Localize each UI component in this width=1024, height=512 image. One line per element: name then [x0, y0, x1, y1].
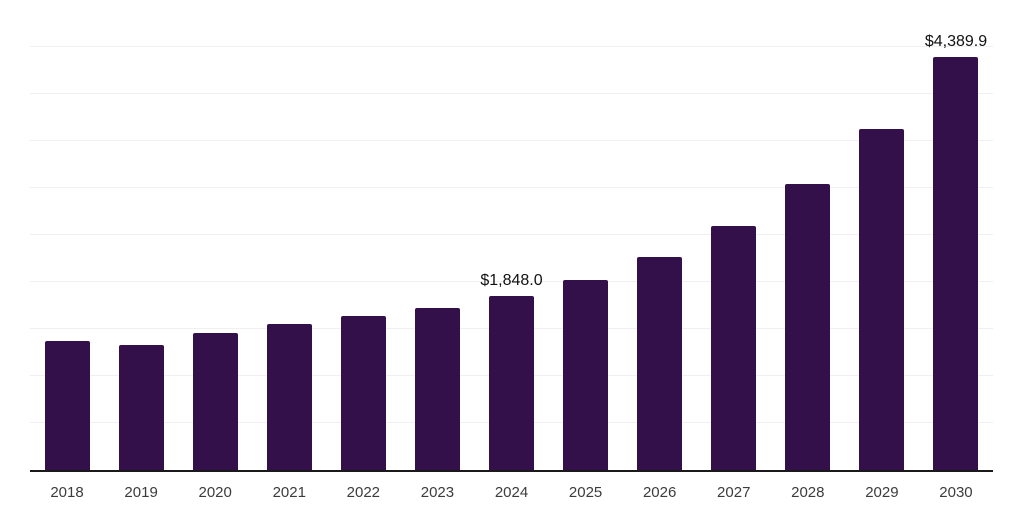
x-tick-label-2019: 2019: [124, 484, 158, 501]
gridline: [30, 187, 993, 188]
bar-slot-2029: [845, 0, 919, 470]
x-tick-label-2028: 2028: [791, 484, 825, 501]
gridline: [30, 281, 993, 282]
plot-area: $1,848.0 $4,389.9: [30, 0, 993, 472]
bar-2021: [266, 324, 312, 470]
bar-2029: [859, 129, 905, 470]
bar-slot-2030: $4,389.9: [919, 0, 993, 470]
bar-slot-2020: [178, 0, 252, 470]
bar-value-label-2030: $4,389.9: [924, 33, 988, 51]
bar-slot-2027: [697, 0, 771, 470]
bar-2027: [711, 225, 757, 470]
bar-2025: [563, 279, 609, 470]
bar-2028: [785, 183, 831, 470]
bar-2023: [414, 308, 460, 470]
x-tick-label-2029: 2029: [865, 484, 899, 501]
bar-2019: [118, 344, 164, 470]
gridline: [30, 234, 993, 235]
bars-row: $1,848.0 $4,389.9: [30, 0, 993, 470]
x-tick-label-2030: 2030: [939, 484, 973, 501]
x-tick-label-2020: 2020: [198, 484, 232, 501]
bar-2020: [192, 332, 238, 470]
x-tick-label-2027: 2027: [717, 484, 751, 501]
bar-2026: [637, 256, 683, 470]
x-tick-label-2024: 2024: [494, 484, 529, 501]
bar-2024: [489, 296, 534, 470]
bar-slot-2026: [623, 0, 697, 470]
x-tick-label-2026: 2026: [642, 484, 677, 501]
bar-2030: [933, 57, 979, 470]
bar-2022: [340, 315, 386, 470]
bar-slot-2019: [104, 0, 178, 470]
bar-slot-2023: [400, 0, 474, 470]
bar-slot-2024: $1,848.0: [474, 0, 548, 470]
gridline: [30, 46, 993, 47]
gridline: [30, 140, 993, 141]
x-tick-label-2022: 2022: [346, 484, 381, 501]
bar-2018: [44, 340, 90, 470]
x-tick-label-2018: 2018: [50, 484, 84, 501]
bar-slot-2018: [30, 0, 104, 470]
x-tick-label-2025: 2025: [568, 484, 603, 501]
x-tick-label-2021: 2021: [272, 484, 306, 501]
x-tick-label-2023: 2023: [420, 484, 455, 501]
bar-value-label-2024: $1,848.0: [480, 272, 543, 290]
bar-slot-2021: [252, 0, 326, 470]
bar-slot-2028: [771, 0, 845, 470]
bar-slot-2022: [326, 0, 400, 470]
bar-slot-2025: [549, 0, 623, 470]
gridline: [30, 93, 993, 94]
x-axis-tick-labels: 2018 2019 2020 2021 2022 2023 2024 2025 2026 2027…: [30, 472, 993, 501]
